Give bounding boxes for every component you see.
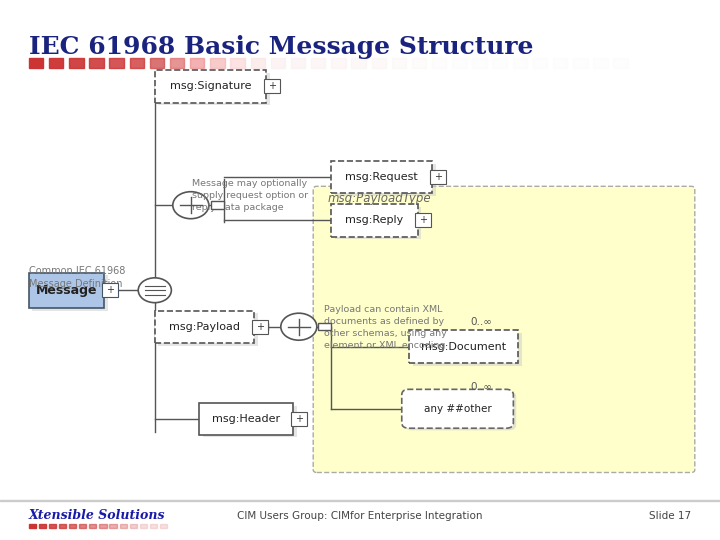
Bar: [593, 58, 608, 68]
Bar: [89, 58, 104, 68]
Text: any ##other: any ##other: [423, 404, 492, 414]
Text: +: +: [419, 215, 428, 225]
Bar: [351, 58, 366, 68]
FancyBboxPatch shape: [318, 323, 331, 330]
Text: +: +: [256, 322, 264, 332]
Text: Message: Message: [36, 284, 97, 297]
Text: 0..∞: 0..∞: [470, 382, 492, 392]
Bar: [472, 58, 487, 68]
Text: IEC 61968 Basic Message Structure: IEC 61968 Basic Message Structure: [29, 35, 534, 59]
Text: CIM Users Group: CIMfor Enterprise Integration: CIM Users Group: CIMfor Enterprise Integ…: [238, 511, 482, 521]
Text: +: +: [294, 414, 303, 424]
Bar: [69, 58, 84, 68]
FancyBboxPatch shape: [211, 201, 224, 209]
Bar: [533, 58, 547, 68]
Bar: [140, 524, 147, 528]
Text: Message may optionally
supply request option or
reply data package: Message may optionally supply request op…: [192, 179, 308, 212]
FancyBboxPatch shape: [331, 204, 418, 237]
Bar: [109, 524, 117, 528]
Bar: [59, 524, 66, 528]
Text: Slide 17: Slide 17: [649, 511, 691, 521]
FancyBboxPatch shape: [405, 392, 516, 430]
FancyBboxPatch shape: [335, 164, 436, 196]
Bar: [89, 524, 96, 528]
Bar: [170, 58, 184, 68]
Bar: [311, 58, 325, 68]
Bar: [271, 58, 285, 68]
Text: +: +: [268, 82, 276, 91]
Text: msg:PayloadType: msg:PayloadType: [328, 192, 431, 205]
Bar: [29, 58, 43, 68]
FancyBboxPatch shape: [199, 403, 293, 435]
Text: msg:Document: msg:Document: [421, 342, 506, 352]
Bar: [79, 524, 86, 528]
Text: Xtensible Solutions: Xtensible Solutions: [29, 509, 166, 522]
Bar: [432, 58, 446, 68]
FancyBboxPatch shape: [102, 283, 118, 297]
FancyBboxPatch shape: [158, 73, 270, 105]
FancyBboxPatch shape: [413, 333, 522, 366]
Bar: [150, 58, 164, 68]
FancyBboxPatch shape: [409, 330, 518, 363]
Bar: [392, 58, 406, 68]
Bar: [412, 58, 426, 68]
Bar: [573, 58, 588, 68]
Bar: [120, 524, 127, 528]
Circle shape: [281, 313, 317, 340]
FancyBboxPatch shape: [158, 313, 258, 346]
Bar: [230, 58, 245, 68]
Bar: [613, 58, 628, 68]
FancyBboxPatch shape: [32, 275, 108, 310]
Text: msg:Request: msg:Request: [345, 172, 418, 182]
FancyBboxPatch shape: [415, 213, 431, 227]
FancyBboxPatch shape: [155, 310, 254, 343]
Bar: [130, 524, 137, 528]
Text: +: +: [106, 285, 114, 295]
FancyBboxPatch shape: [264, 79, 280, 93]
Bar: [109, 58, 124, 68]
Bar: [0, 500, 720, 501]
Bar: [492, 58, 507, 68]
Text: msg:Payload: msg:Payload: [169, 322, 240, 332]
FancyBboxPatch shape: [255, 323, 268, 330]
Bar: [553, 58, 567, 68]
Bar: [150, 524, 157, 528]
Bar: [190, 58, 204, 68]
Bar: [331, 58, 346, 68]
Bar: [251, 58, 265, 68]
FancyBboxPatch shape: [313, 186, 695, 472]
Bar: [99, 524, 107, 528]
Bar: [69, 524, 76, 528]
Bar: [291, 58, 305, 68]
FancyBboxPatch shape: [430, 170, 446, 184]
FancyBboxPatch shape: [402, 389, 513, 428]
Bar: [452, 58, 467, 68]
FancyBboxPatch shape: [29, 273, 104, 308]
Text: 0..∞: 0..∞: [470, 317, 492, 327]
Circle shape: [173, 192, 209, 219]
Bar: [49, 58, 63, 68]
Bar: [39, 524, 46, 528]
Text: msg:Signature: msg:Signature: [170, 82, 251, 91]
FancyBboxPatch shape: [291, 412, 307, 426]
FancyBboxPatch shape: [252, 320, 268, 334]
FancyBboxPatch shape: [155, 70, 266, 103]
Text: Payload can contain XML
documents as defined by
other schemas, using any
element: Payload can contain XML documents as def…: [324, 305, 446, 349]
Text: msg:Header: msg:Header: [212, 414, 280, 424]
Text: Common IEC 61968
Message Definition: Common IEC 61968 Message Definition: [29, 266, 125, 289]
FancyBboxPatch shape: [331, 161, 432, 193]
Bar: [210, 58, 225, 68]
Text: +: +: [433, 172, 442, 182]
Bar: [160, 524, 167, 528]
Bar: [130, 58, 144, 68]
FancyBboxPatch shape: [203, 406, 297, 437]
FancyBboxPatch shape: [335, 207, 421, 239]
Text: msg:Reply: msg:Reply: [346, 215, 403, 225]
Bar: [29, 524, 36, 528]
Circle shape: [138, 278, 171, 302]
Bar: [513, 58, 527, 68]
Bar: [372, 58, 386, 68]
Bar: [49, 524, 56, 528]
